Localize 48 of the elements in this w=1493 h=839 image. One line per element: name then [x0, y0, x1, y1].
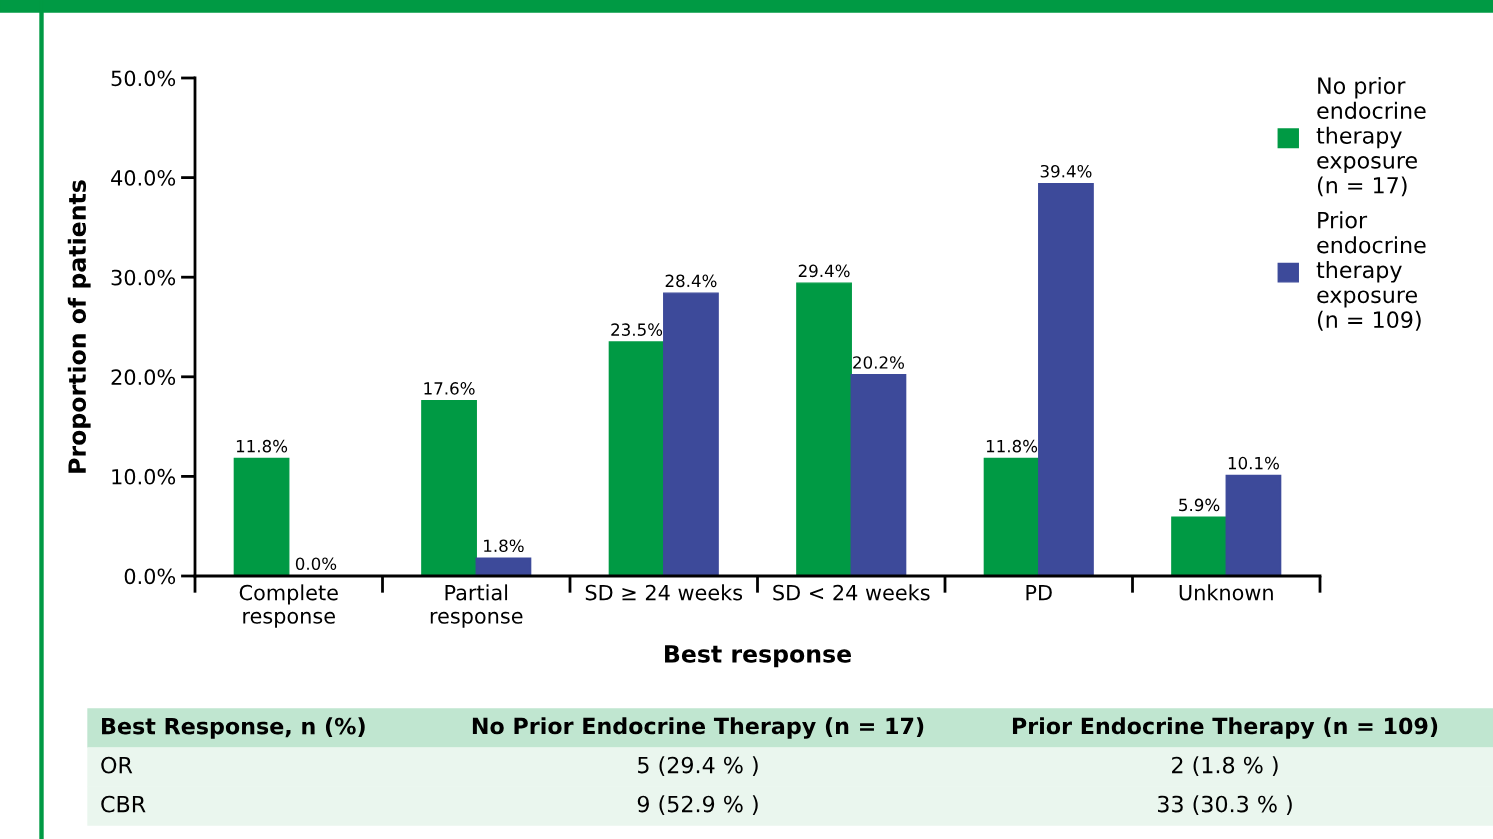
y-tick-label: 40.0%: [111, 170, 176, 186]
x-tick-label: PD: [1026, 584, 1052, 601]
x-tick-label: Complete response: [239, 584, 338, 628]
data-label: 5.9%: [1179, 498, 1220, 512]
y-tick-label: 50.0%: [111, 70, 176, 87]
text: CBR: [101, 795, 146, 813]
data-label: 10.1%: [1228, 456, 1279, 470]
data-label: 17.6%: [424, 382, 475, 395]
data-label: 23.5%: [611, 323, 663, 336]
text: 33 (30.3 % ): [1157, 795, 1292, 816]
y-tick-label: 30.0%: [111, 269, 176, 286]
data-label: 1.8%: [484, 539, 524, 553]
bar: [663, 292, 719, 576]
bar: [421, 400, 477, 576]
bar: [1171, 516, 1227, 576]
data-label: 0.0%: [295, 557, 337, 570]
text: OR: [101, 756, 133, 774]
y-tick-label: 10.0%: [112, 468, 176, 485]
data-label: 28.4%: [665, 274, 717, 288]
data-label: 11.8%: [236, 439, 288, 453]
bar: [233, 457, 290, 576]
text: No Prior Endocrine Therapy (n = 17): [472, 717, 924, 739]
x-tick-label: SD < 24 weeks: [773, 584, 930, 601]
x-axis-title: Best response: [665, 645, 851, 668]
y-axis-title: Proportion of patients: [67, 180, 91, 473]
text: 5 (29.4 % ): [638, 756, 758, 777]
bar: [850, 374, 907, 576]
data-label: 11.8%: [986, 439, 1038, 453]
text: 2 (1.8 % ): [1172, 756, 1278, 777]
bar: [608, 341, 665, 576]
legend-label: No prior endocrine therapy exposure (n = 17): [1316, 76, 1426, 197]
x-tick-label: SD ≥ 24 weeks: [585, 584, 743, 601]
text: Best Response, n (%): [102, 717, 365, 739]
bar: [983, 457, 1040, 576]
x-tick-label: Unknown: [1179, 584, 1273, 601]
y-tick-label: 20.0%: [111, 369, 176, 386]
data-label: 20.2%: [853, 356, 904, 369]
data-label: 29.4%: [798, 264, 850, 278]
y-tick-label: 0.0%: [124, 568, 176, 585]
bar: [1038, 182, 1094, 576]
bar: [475, 557, 532, 576]
x-tick-label: Partial response: [430, 584, 523, 628]
text: 9 (52.9 % ): [637, 795, 758, 816]
text: Prior Endocrine Therapy (n = 109): [1012, 717, 1438, 739]
data-label: 39.4%: [1040, 164, 1092, 178]
legend-label: Prior endocrine therapy exposure (n = 109): [1316, 211, 1426, 331]
bar: [1225, 474, 1282, 576]
bar: [796, 282, 852, 576]
